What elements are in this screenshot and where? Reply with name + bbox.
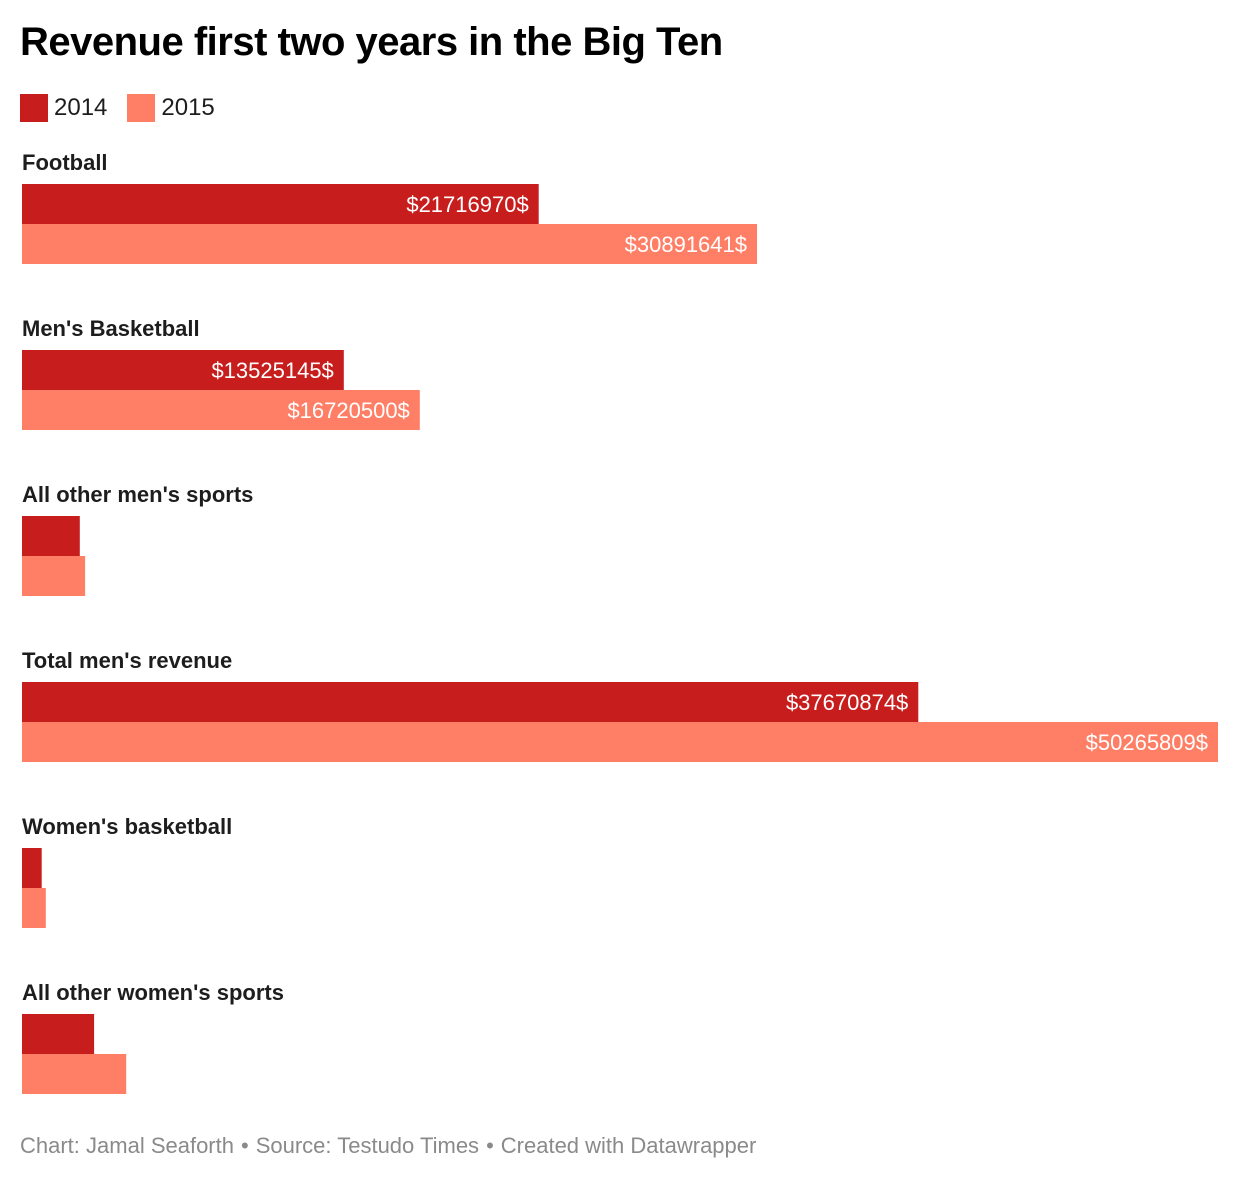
footer-created-with: Created with Datawrapper (500, 1133, 757, 1158)
bar-total-men-s-revenue-2015 (22, 722, 1218, 762)
footer-source: Source: Testudo Times (255, 1133, 480, 1158)
legend-item-2014: 2014 (20, 94, 107, 122)
footer-chart-credit: Chart: Jamal Seaforth (20, 1133, 234, 1158)
bar-football-2015 (22, 224, 757, 264)
bar-group-football: Football $21716970$ $30891641$ (22, 150, 757, 264)
bar-group-total-men-s-revenue: Total men's revenue $37670874$ $50265809$ (22, 648, 1218, 762)
bar-total-men-s-revenue-2014 (22, 682, 919, 722)
category-label: Women's basketball (22, 814, 232, 839)
data-label: $13525145$ (211, 358, 333, 383)
bar-football-2014 (22, 184, 539, 224)
bar-group-all-other-men-s-sports: All other men's sports (22, 482, 253, 596)
bar-women-s-basketball-2014 (22, 848, 42, 888)
chart-title: Revenue first two years in the Big Ten (20, 20, 723, 64)
chart-footer: Chart: Jamal Seaforth • Source: Testudo Ti… (20, 1133, 756, 1159)
bar-all-other-women-s-sports-2014 (22, 1014, 95, 1054)
category-label: All other men's sports (22, 482, 253, 507)
legend-label-2014: 2014 (54, 94, 108, 121)
footer-separator: • (486, 1133, 494, 1158)
category-label: All other women's sports (22, 980, 284, 1005)
bar-men-s-basketball-2014 (22, 350, 344, 390)
bar-all-other-women-s-sports-2015 (22, 1054, 127, 1094)
data-label: $50265809$ (1086, 730, 1208, 755)
data-label: $16720500$ (287, 398, 409, 423)
legend: 2014 2015 (20, 94, 235, 122)
legend-swatch-2014 (20, 94, 48, 122)
bar-group-women-s-basketball: Women's basketball (22, 814, 232, 928)
category-label: Football (22, 150, 108, 175)
bar-chart: Football $21716970$ $30891641$ Men's Basket… (22, 150, 1218, 1094)
bar-all-other-men-s-sports-2015 (22, 556, 86, 596)
data-label: $30891641$ (625, 232, 747, 257)
data-label: $37670874$ (786, 690, 908, 715)
bar-all-other-men-s-sports-2014 (22, 516, 80, 556)
legend-item-2015: 2015 (127, 94, 215, 122)
legend-swatch-2015 (127, 94, 156, 122)
bar-men-s-basketball-2015 (22, 390, 420, 430)
bar-group-all-other-women-s-sports: All other women's sports (22, 980, 284, 1094)
category-label: Men's Basketball (22, 316, 200, 341)
bar-women-s-basketball-2015 (22, 888, 46, 928)
footer-separator: • (240, 1133, 249, 1158)
data-label: $21716970$ (406, 192, 528, 217)
legend-label-2015: 2015 (161, 94, 215, 121)
bar-group-men-s-basketball: Men's Basketball $13525145$ $16720500$ (22, 316, 420, 430)
category-label: Total men's revenue (22, 648, 232, 673)
